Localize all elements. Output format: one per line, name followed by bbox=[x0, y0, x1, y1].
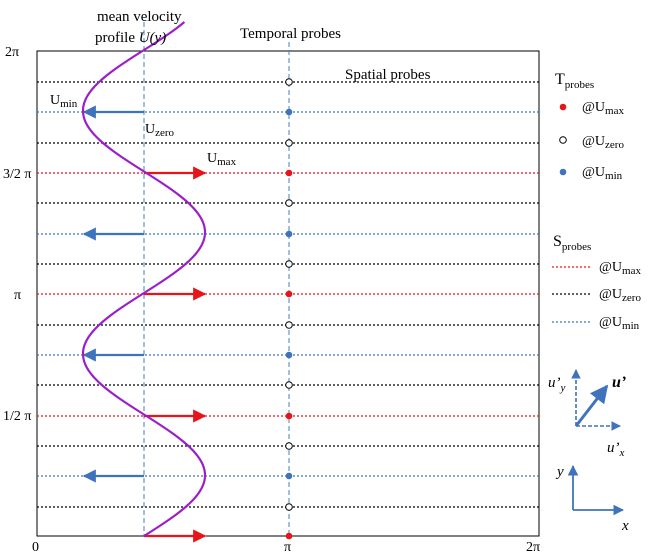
velocity-arrows bbox=[82, 105, 207, 543]
temporal-probe-min bbox=[285, 230, 293, 238]
spatial-probes-legend: Sprobes @Umax @Uzero @Umin bbox=[552, 233, 641, 332]
legend-filled-red-dot bbox=[559, 103, 567, 111]
y-tick-label: 1/2 π bbox=[3, 409, 31, 424]
mean-velocity-profile-curve bbox=[81, 21, 207, 537]
temporal-probes-title: Temporal probes bbox=[240, 26, 341, 42]
profile-label-line2: profile U(y) bbox=[95, 30, 166, 46]
x-tick-label: 2π bbox=[526, 540, 540, 554]
legend-temporal-max: @Umax bbox=[582, 100, 624, 117]
x-tick-label: π bbox=[284, 540, 291, 554]
u-min-annotation: Umin bbox=[50, 93, 78, 110]
u-zero-annotation: Uzero bbox=[145, 122, 175, 139]
coordinate-axes-icon: y x bbox=[555, 464, 629, 534]
temporal-probe-max bbox=[285, 532, 293, 540]
legend-temporal-zero: @Uzero bbox=[582, 134, 624, 151]
x-axis-label: x bbox=[621, 518, 629, 534]
legend-temporal-min: @Umin bbox=[582, 165, 623, 182]
u-prime-x-label: u’x bbox=[607, 440, 625, 459]
temporal-probe-max bbox=[285, 290, 293, 298]
temporal-probe-zero bbox=[285, 381, 293, 389]
velocity-vector-diagram: u’y u’ u’x bbox=[548, 369, 626, 459]
temporal-probe-zero bbox=[285, 321, 293, 329]
temporal-probe-zero bbox=[285, 260, 293, 268]
u-prime-y-label: u’y bbox=[548, 375, 566, 394]
u-max-annotation: Umax bbox=[207, 151, 237, 168]
temporal-probe-zero bbox=[285, 503, 293, 511]
temporal-probe-markers bbox=[285, 78, 293, 540]
temporal-probe-zero bbox=[285, 78, 293, 86]
temporal-probe-min bbox=[285, 351, 293, 359]
temporal-probe-min bbox=[285, 472, 293, 480]
y-tick-label: 2π bbox=[5, 45, 19, 60]
y-tick-label: 3/2 π bbox=[3, 167, 31, 182]
temporal-legend-title: Tprobes bbox=[555, 71, 594, 91]
temporal-probe-zero bbox=[285, 199, 293, 207]
legend-spatial-min: @Umin bbox=[599, 315, 640, 332]
legend-filled-blue-dot bbox=[559, 168, 567, 176]
temporal-probe-zero bbox=[285, 139, 293, 147]
temporal-probes-legend: Tprobes @Umax @Uzero @Umin bbox=[555, 71, 624, 182]
temporal-probe-max bbox=[285, 169, 293, 177]
u-prime-label: u’ bbox=[612, 374, 626, 391]
temporal-probe-min bbox=[285, 108, 293, 116]
spatial-legend-title: Sprobes bbox=[553, 233, 591, 253]
legend-spatial-zero: @Uzero bbox=[599, 287, 641, 304]
temporal-probe-max bbox=[285, 412, 293, 420]
legend-spatial-max: @Umax bbox=[599, 260, 641, 277]
y-tick-label: π bbox=[14, 288, 21, 303]
temporal-probe-zero bbox=[285, 442, 293, 450]
spatial-probes-title: Spatial probes bbox=[345, 67, 431, 83]
y-axis-label: y bbox=[555, 464, 564, 480]
x-tick-label: 0 bbox=[32, 540, 39, 554]
profile-label-line1: mean velocity bbox=[97, 9, 182, 25]
u-prime-vector bbox=[574, 384, 609, 427]
legend-open-black-dot bbox=[559, 136, 567, 144]
